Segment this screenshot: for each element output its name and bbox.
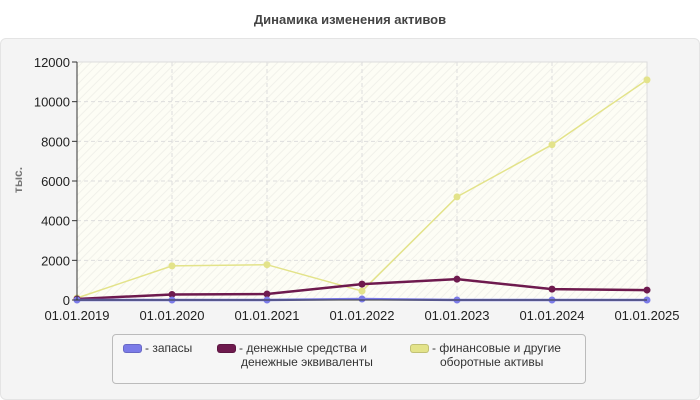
legend: - запасы - денежные средства и денежные э… [112, 334, 586, 384]
data-point [168, 290, 176, 298]
legend-swatch [123, 344, 142, 353]
x-tick-label: 01.01.2024 [519, 308, 584, 323]
y-tick-label: 0 [63, 293, 70, 308]
data-point [263, 261, 271, 269]
legend-item-inventory[interactable]: - запасы [123, 341, 192, 355]
legend-swatch [217, 344, 236, 353]
x-tick-label: 01.01.2021 [234, 308, 299, 323]
data-point [548, 141, 556, 149]
legend-label: оборотные активы [440, 355, 544, 369]
y-tick-label: 8000 [41, 134, 70, 149]
y-tick-label: 12000 [34, 55, 70, 70]
x-tick-label: 01.01.2019 [44, 308, 109, 323]
y-axis-label: тыс. [11, 167, 25, 193]
y-tick-label: 4000 [41, 214, 70, 229]
legend-label: - запасы [145, 341, 193, 355]
x-tick-label: 01.01.2020 [139, 308, 204, 323]
data-point [358, 280, 366, 288]
x-tick-label: 01.01.2022 [329, 308, 394, 323]
data-point [453, 193, 461, 201]
x-tick-label: 01.01.2023 [424, 308, 489, 323]
legend-item-cash[interactable]: - денежные средства и денежные эквивалент… [217, 341, 373, 369]
y-tick-label: 10000 [34, 95, 70, 110]
data-point [643, 76, 651, 84]
x-tick-label: 01.01.2025 [614, 308, 679, 323]
data-point [453, 275, 461, 283]
data-point [263, 290, 271, 298]
data-point [358, 287, 366, 295]
legend-label: денежные эквиваленты [241, 355, 373, 369]
legend-label: - денежные средства и [239, 341, 367, 355]
data-point [643, 286, 651, 294]
y-tick-label: 6000 [41, 174, 70, 189]
data-point [168, 262, 176, 270]
legend-swatch [410, 344, 429, 353]
y-tick-label: 2000 [41, 253, 70, 268]
data-point [358, 295, 366, 303]
chart-title: Динамика изменения активов [253, 12, 447, 27]
data-point [548, 285, 556, 293]
legend-label: - финансовые и другие [432, 341, 561, 355]
legend-item-financial-assets[interactable]: - финансовые и другие оборотные активы [410, 341, 561, 369]
